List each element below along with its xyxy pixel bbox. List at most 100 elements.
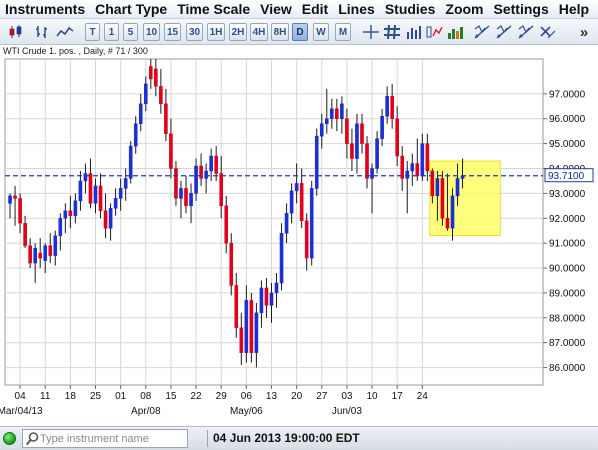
candle-body[interactable] (249, 300, 254, 353)
candle-body[interactable] (360, 123, 364, 144)
timeframe-8h-button[interactable]: 8H (271, 23, 289, 41)
candle-body[interactable] (460, 175, 465, 179)
candle-body[interactable] (420, 143, 425, 177)
candle-body[interactable] (103, 210, 108, 229)
candle-body[interactable] (400, 155, 405, 179)
candle-body[interactable] (149, 66, 153, 80)
candle-body[interactable] (445, 218, 450, 229)
candle-body[interactable] (189, 193, 193, 207)
candle-body[interactable] (184, 188, 188, 207)
candle-body[interactable] (63, 210, 68, 219)
candle-body[interactable] (38, 252, 43, 259)
candle-body[interactable] (259, 287, 264, 314)
candle-body[interactable] (455, 178, 460, 197)
candle-body[interactable] (58, 218, 63, 236)
timeframe-1h-button[interactable]: 1H (207, 23, 225, 41)
candle-body[interactable] (330, 108, 334, 119)
candle-body[interactable] (68, 210, 73, 217)
candle-body[interactable] (53, 235, 58, 256)
candle-body[interactable] (435, 178, 440, 197)
candle-body[interactable] (264, 287, 269, 306)
menu-instruments[interactable]: Instruments (5, 0, 86, 17)
candle-body[interactable] (28, 245, 32, 264)
candle-body[interactable] (138, 103, 143, 124)
menu-zoom[interactable]: Zoom (445, 0, 484, 17)
candle-body[interactable] (33, 247, 37, 264)
menu-help[interactable]: Help (558, 0, 590, 17)
candle-body[interactable] (98, 185, 103, 212)
candle-body[interactable] (209, 155, 213, 172)
candle-body[interactable] (340, 103, 344, 119)
candle-body[interactable] (319, 123, 324, 137)
candle-body[interactable] (380, 115, 384, 139)
timeframe-m-button[interactable]: M (335, 23, 351, 41)
candle-body[interactable] (365, 143, 369, 179)
highlight-zone[interactable] (429, 160, 501, 237)
candle-body[interactable] (350, 143, 354, 159)
draw-trend-tool-icon[interactable] (494, 23, 514, 41)
instrument-search-box[interactable] (22, 429, 188, 448)
draw-channel-tool-icon[interactable] (516, 23, 536, 41)
candle-body[interactable] (309, 188, 314, 259)
candle-body[interactable] (154, 68, 158, 87)
grid-icon[interactable] (382, 23, 402, 41)
candle-body[interactable] (8, 195, 12, 204)
candle-body[interactable] (43, 245, 48, 261)
bar-chart-icon[interactable] (32, 23, 52, 41)
line-chart-icon[interactable] (55, 23, 75, 41)
candle-body[interactable] (284, 213, 289, 234)
candle-body[interactable] (410, 163, 415, 172)
candle-body[interactable] (199, 165, 203, 179)
remove-drawings-icon[interactable] (537, 23, 557, 41)
candle-body[interactable] (23, 222, 27, 246)
candlestick-chart-icon[interactable] (6, 23, 26, 41)
candle-body[interactable] (88, 173, 93, 204)
candle-body[interactable] (430, 170, 435, 197)
candle-body[interactable] (229, 242, 234, 286)
candle-body[interactable] (204, 170, 208, 179)
timeframe-5-button[interactable]: 5 (123, 23, 138, 41)
candle-body[interactable] (425, 143, 430, 172)
indicator-icon[interactable] (445, 23, 465, 41)
timeframe-w-button[interactable]: W (313, 23, 329, 41)
menu-studies[interactable]: Studies (384, 0, 436, 17)
candle-body[interactable] (18, 198, 22, 224)
candle-body[interactable] (219, 173, 224, 207)
candle-body[interactable] (345, 118, 349, 144)
candle-body[interactable] (440, 178, 445, 219)
candle-body[interactable] (279, 232, 284, 284)
candle-body[interactable] (254, 312, 259, 353)
instrument-search-input[interactable] (40, 431, 185, 446)
candle-body[interactable] (390, 96, 394, 119)
candle-body[interactable] (405, 170, 410, 179)
candle-body[interactable] (13, 195, 17, 199)
candle-body[interactable] (299, 183, 304, 222)
candle-body[interactable] (214, 155, 218, 174)
candle-body[interactable] (314, 135, 319, 189)
candle-body[interactable] (289, 190, 294, 214)
candle-body[interactable] (304, 220, 309, 259)
candle-body[interactable] (370, 168, 374, 179)
candle-body[interactable] (128, 145, 133, 179)
candle-body[interactable] (244, 300, 249, 353)
timeframe-4h-button[interactable]: 4H (250, 23, 268, 41)
scale-icon[interactable] (424, 23, 444, 41)
candle-body[interactable] (123, 178, 128, 189)
candle-body[interactable] (294, 183, 299, 192)
candle-body[interactable] (143, 83, 148, 105)
candle-body[interactable] (450, 195, 455, 229)
candle-body[interactable] (83, 173, 88, 182)
toolbar-overflow-button[interactable]: » (579, 23, 589, 41)
candle-body[interactable] (385, 96, 389, 117)
candle-body[interactable] (174, 168, 178, 199)
menu-edit[interactable]: Edit (301, 0, 329, 17)
timeframe-30-button[interactable]: 30 (186, 23, 203, 41)
candle-body[interactable] (415, 163, 420, 177)
menu-settings[interactable]: Settings (493, 0, 549, 17)
candle-body[interactable] (375, 138, 379, 169)
candle-body[interactable] (234, 285, 239, 329)
candle-body[interactable] (324, 118, 329, 124)
price-chart[interactable]: 86.0000 87.0000 88.0000 89.0000 90.0000 91.00… (0, 45, 598, 426)
candle-body[interactable] (93, 185, 98, 204)
menu-view[interactable]: View (260, 0, 292, 17)
